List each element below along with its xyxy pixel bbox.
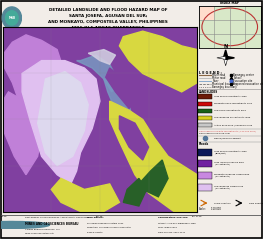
Text: Low landslide hazard area: Low landslide hazard area — [214, 186, 244, 187]
Bar — [198, 102, 213, 106]
Bar — [198, 116, 213, 120]
Text: Active flood zone / floodplain area: Active flood zone / floodplain area — [214, 124, 252, 126]
Circle shape — [6, 11, 18, 25]
Circle shape — [0, 222, 49, 228]
Bar — [198, 172, 213, 179]
Bar — [198, 149, 213, 156]
Text: DENR Compound, Butuan City: DENR Compound, Butuan City — [25, 233, 53, 234]
Polygon shape — [226, 56, 234, 60]
Text: 4216-IV-1 ANGAS QUADRANGLE: 4216-IV-1 ANGAS QUADRANGLE — [71, 26, 145, 30]
Polygon shape — [217, 56, 226, 60]
Text: Low flood susceptibility area: Low flood susceptibility area — [214, 110, 246, 111]
Text: LANDSLIDES: LANDSLIDES — [199, 90, 218, 93]
Text: Minor road: Minor road — [213, 76, 226, 80]
Text: SPOT Image 2009: SPOT Image 2009 — [158, 227, 176, 228]
Polygon shape — [119, 31, 197, 92]
Text: Municipal boundary: Municipal boundary — [213, 82, 237, 86]
Text: Flow direction: Flow direction — [249, 202, 263, 204]
Text: Major road: Major road — [213, 73, 226, 77]
Text: SANTA JOSEFA, AGUSAN DEL SUR;: SANTA JOSEFA, AGUSAN DEL SUR; — [69, 14, 147, 18]
Polygon shape — [110, 101, 197, 212]
Polygon shape — [88, 49, 115, 64]
Polygon shape — [224, 50, 228, 58]
Text: 125°52'30": 125°52'30" — [0, 216, 8, 217]
Text: AND MONKAYO, COMPOSTELA VALLEY, PHILIPPINES: AND MONKAYO, COMPOSTELA VALLEY, PHILIPPI… — [48, 19, 168, 23]
Text: Barangay center: Barangay center — [234, 73, 254, 77]
Text: School: School — [234, 76, 242, 80]
Text: DEPARTMENT OF ENVIRONMENT AND NATURAL RESOURCES: DEPARTMENT OF ENVIRONMENT AND NATURAL RE… — [25, 217, 89, 218]
Text: Debris/landslide deposit: Debris/landslide deposit — [214, 137, 241, 139]
Text: Coordination Sources:: Coordination Sources: — [158, 217, 188, 218]
Text: Flood hazard area along river: Flood hazard area along river — [199, 133, 230, 134]
Bar — [198, 94, 213, 99]
Text: Low landslide susceptibility area: Low landslide susceptibility area — [214, 117, 251, 118]
Polygon shape — [104, 79, 135, 134]
Circle shape — [2, 7, 22, 29]
Polygon shape — [38, 72, 88, 165]
Text: Field Surveys, 2010-2011: Field Surveys, 2010-2011 — [158, 232, 185, 233]
Text: Barangay boundary: Barangay boundary — [213, 85, 237, 89]
Text: (susceptibility): (susceptibility) — [214, 175, 230, 177]
Bar — [199, 6, 214, 20]
Bar — [198, 123, 213, 127]
Text: Scale:: Scale: — [199, 206, 207, 211]
Text: (susceptibility): (susceptibility) — [214, 163, 230, 165]
Polygon shape — [3, 35, 65, 129]
Text: NAMRIA 1:50,000 Topographic Map: NAMRIA 1:50,000 Topographic Map — [158, 222, 195, 223]
Text: Proposed evacuation site: Proposed evacuation site — [234, 82, 263, 86]
Text: N: N — [224, 44, 228, 49]
Text: 125°57'30": 125°57'30" — [192, 216, 203, 217]
Polygon shape — [22, 61, 100, 184]
Text: Map Datum:: Map Datum: — [87, 217, 104, 218]
Text: Evacuation site: Evacuation site — [234, 79, 253, 83]
Bar — [198, 160, 213, 167]
Circle shape — [0, 222, 40, 228]
Text: High flood susceptibility area: High flood susceptibility area — [214, 96, 247, 97]
Text: High landslide hazard area: High landslide hazard area — [214, 162, 244, 163]
Polygon shape — [139, 160, 168, 197]
Text: 125°55': 125°55' — [96, 216, 104, 217]
Bar — [198, 109, 213, 113]
Polygon shape — [51, 178, 119, 212]
Polygon shape — [123, 178, 147, 206]
Text: Zone 51 North: Zone 51 North — [87, 232, 103, 233]
Text: DETAILED LANDSLIDE AND FLOOD HAZARD MAP OF: DETAILED LANDSLIDE AND FLOOD HAZARD MAP … — [49, 8, 167, 12]
Polygon shape — [77, 55, 119, 92]
Text: Philippine Reference System 1992: Philippine Reference System 1992 — [87, 222, 124, 223]
Text: (deep/fast): (deep/fast) — [214, 152, 226, 154]
Polygon shape — [119, 116, 149, 160]
Polygon shape — [3, 27, 45, 212]
Text: Scarp direction: Scarp direction — [214, 202, 230, 204]
Polygon shape — [106, 68, 135, 109]
Text: Flood hazard area with susceptibility (1:10,000 Scale): Flood hazard area with susceptibility (1… — [199, 130, 256, 132]
Text: Floods: Floods — [199, 142, 209, 147]
Bar — [198, 184, 213, 191]
Text: High flood susceptibility area: High flood susceptibility area — [214, 150, 247, 152]
Text: Caraga Regional Office No. XIII: Caraga Regional Office No. XIII — [25, 229, 59, 230]
Text: L E G E N D :: L E G E N D : — [199, 71, 222, 75]
Text: Projection: Universal Transverse Mercator: Projection: Universal Transverse Mercato… — [87, 227, 131, 228]
Polygon shape — [3, 92, 42, 175]
Text: Moderate landslide hazard area: Moderate landslide hazard area — [214, 174, 250, 175]
Text: MGB: MGB — [8, 16, 16, 20]
Polygon shape — [224, 58, 228, 66]
Text: (susceptibility): (susceptibility) — [214, 187, 230, 189]
Text: River: River — [213, 79, 219, 83]
Text: Moderate flood susceptibility area: Moderate flood susceptibility area — [214, 103, 252, 104]
Title: INDEX MAP: INDEX MAP — [220, 1, 239, 5]
Text: MINES AND GEOSCIENCES BUREAU: MINES AND GEOSCIENCES BUREAU — [25, 222, 78, 226]
Text: 1:10,000: 1:10,000 — [210, 206, 221, 211]
